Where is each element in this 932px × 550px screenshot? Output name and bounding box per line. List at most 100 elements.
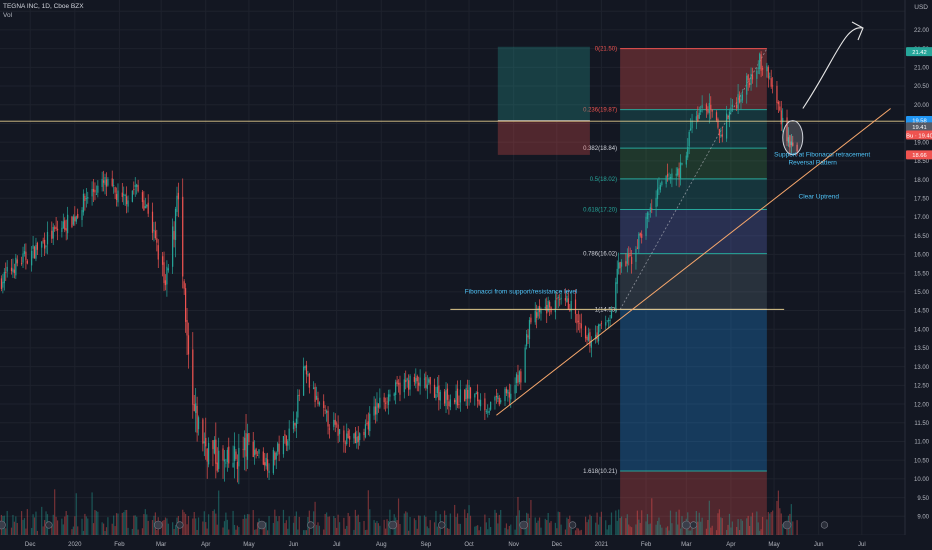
volume-bar (554, 522, 556, 535)
volume-bar (546, 520, 548, 535)
candle-body (328, 428, 331, 430)
volume-bar (596, 512, 598, 535)
volume-bar (560, 524, 562, 535)
volume-bar (233, 524, 236, 535)
volume-bar (464, 509, 466, 535)
volume-bar (265, 522, 267, 535)
candle-body (383, 397, 385, 403)
fib-retracement-tool[interactable]: 0(21.50) 0.236(19.87) 0.382(18.84) 0.5(18.0… (583, 47, 768, 535)
candle-body (177, 192, 180, 200)
volume-bar (409, 517, 411, 535)
volume-bar (61, 518, 63, 535)
volume-bar (507, 529, 509, 535)
volume-bar (115, 513, 118, 535)
position-tool[interactable] (497, 46, 590, 155)
volume-bar (756, 511, 758, 535)
candle-body (255, 448, 257, 455)
candle-body (182, 196, 184, 277)
volume-bar (97, 511, 99, 535)
candle-body (600, 322, 603, 324)
candle-body (524, 347, 526, 383)
volume-bar (36, 530, 39, 535)
volume-bar (163, 520, 165, 535)
candle-body (223, 459, 226, 462)
candle-body (196, 405, 198, 433)
volume-bar (772, 510, 774, 535)
drawings[interactable]: Fibonacci from support/resistance level S… (0, 21, 905, 416)
candle-body (102, 180, 105, 183)
candle-body (574, 299, 577, 314)
volume-bar (741, 520, 744, 535)
fib-level-label: 1.618(10.21) (583, 469, 617, 475)
candle-body (579, 322, 581, 324)
volume-bar (92, 523, 95, 535)
volume-bar (641, 510, 643, 535)
volume-bar (659, 524, 662, 535)
candle-body (185, 288, 187, 322)
volume-bar (708, 500, 710, 535)
candle-body (104, 176, 106, 185)
candle-body (256, 455, 259, 456)
candle-body (197, 417, 200, 430)
candle-body (41, 241, 43, 248)
candle-body (479, 399, 482, 407)
candle-body (344, 442, 346, 444)
time-tick-label: Dec (25, 542, 36, 548)
volume-bar (376, 520, 378, 535)
volume-bar (725, 529, 728, 535)
volume-bar (232, 510, 234, 535)
volume-bar (540, 527, 542, 535)
candle-body (655, 197, 657, 207)
candle-body (274, 452, 276, 461)
candle-body (469, 387, 472, 399)
candle-body (687, 147, 689, 158)
volume-bar (557, 511, 559, 535)
volume-bar (631, 527, 633, 535)
candle-body (577, 320, 579, 322)
candle-body (44, 239, 46, 249)
volume-bar (597, 524, 600, 535)
volume-bar (579, 530, 581, 535)
candle-body (468, 385, 470, 399)
volume-bar (736, 526, 738, 535)
candle-body (265, 457, 267, 467)
volume-bar (114, 526, 116, 535)
candle-body (203, 441, 205, 444)
candle-body (136, 184, 138, 187)
price-tick-label: 10.50 (914, 458, 930, 464)
candle-body (688, 132, 690, 147)
volume-bar (433, 522, 436, 535)
earnings-marker (257, 520, 267, 530)
volume-bar (487, 529, 489, 535)
candle-body (728, 111, 731, 121)
volume-bar (367, 490, 369, 535)
volume-bar (173, 528, 175, 535)
fib-zone (620, 109, 767, 149)
candle-body (536, 312, 538, 318)
volume-bar (678, 509, 680, 535)
candle-body (334, 419, 336, 425)
volume-bar (215, 513, 217, 535)
candle-body (597, 324, 600, 342)
candle-body (475, 392, 477, 395)
position-target-zone (497, 46, 590, 121)
volume-bar (285, 520, 287, 535)
volume-bar (357, 514, 359, 535)
candle-body (426, 384, 428, 389)
candle-body (695, 116, 697, 121)
volume-bar (377, 523, 380, 535)
volume-bar (243, 514, 246, 535)
volume-bar (534, 517, 536, 535)
volume-bar (458, 523, 460, 535)
candle-body (700, 110, 702, 112)
candle-body (133, 189, 135, 190)
fib-level-label: 0(21.50) (595, 47, 617, 53)
candle-body (448, 401, 450, 407)
volume-bar (111, 523, 113, 535)
candle-body (55, 226, 57, 230)
candle-body (727, 115, 729, 120)
price-tick-label: 21.00 (914, 66, 930, 72)
volume-bar (475, 525, 477, 535)
